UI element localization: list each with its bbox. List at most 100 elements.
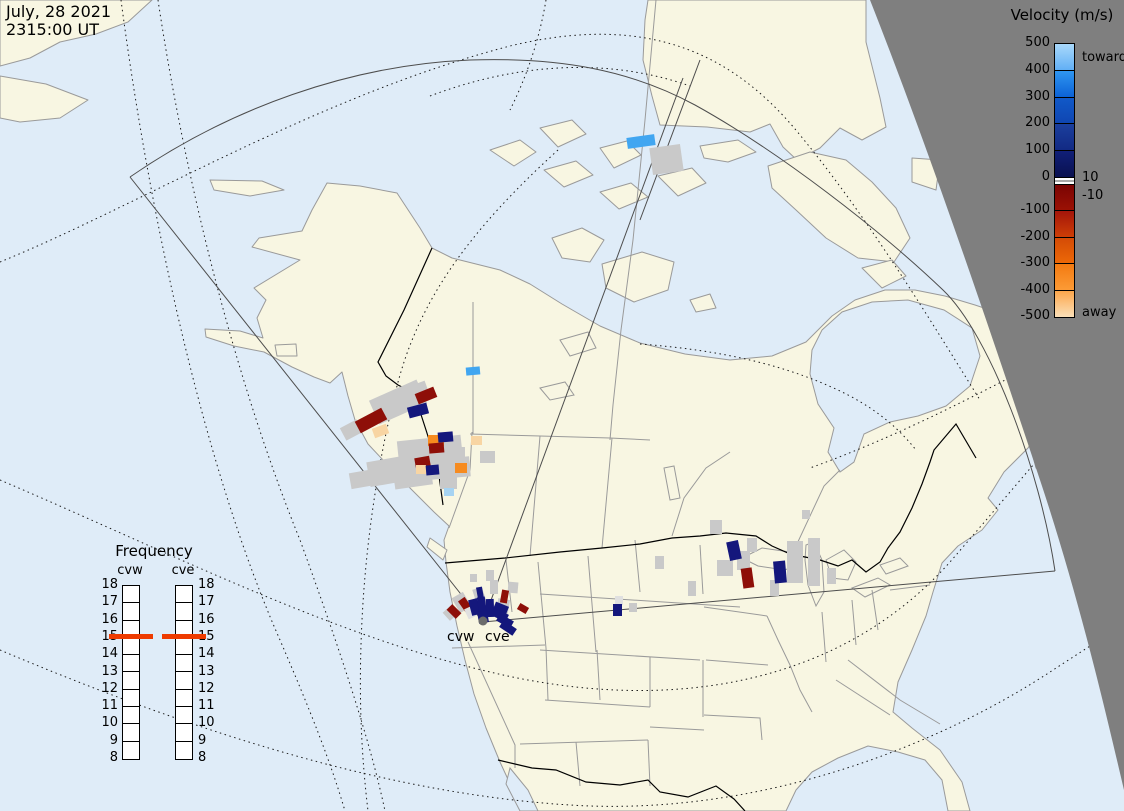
frequency-marker-cve <box>162 634 206 640</box>
data-cell <box>465 366 481 376</box>
data-cell <box>740 567 755 589</box>
data-cell <box>629 603 637 612</box>
land-devon-island <box>699 139 757 163</box>
frequency-segment <box>176 586 192 604</box>
velocity-color-segment <box>1055 97 1074 125</box>
velocity-tick-label: 500 <box>1025 35 1050 50</box>
data-cell <box>688 581 696 596</box>
frequency-tick-label: 12 <box>101 680 118 696</box>
frequency-segment <box>123 603 139 621</box>
lake-ontario <box>879 557 909 575</box>
data-cell <box>429 456 471 480</box>
great-slave-lake <box>539 381 575 401</box>
freq-col-label-cve: cve <box>171 563 195 578</box>
frequency-tick-label: 13 <box>101 663 118 679</box>
data-cell <box>414 386 438 405</box>
frequency-segment <box>123 724 139 742</box>
frequency-segment <box>176 741 192 759</box>
land-kodiak <box>274 343 298 357</box>
great-bear-lake <box>559 331 597 357</box>
data-cell <box>493 601 509 615</box>
state-province-borders <box>448 0 941 787</box>
land-southampton-island <box>861 259 907 289</box>
fov-mid-edge <box>482 77 684 623</box>
timestamp-time: 2315:00 UT <box>6 20 100 39</box>
data-cell <box>613 604 622 616</box>
frequency-segment <box>176 637 192 656</box>
frequency-segment <box>176 672 192 690</box>
away-label: away <box>1082 305 1117 320</box>
frequency-tick-label: 14 <box>101 646 118 662</box>
frequency-tick-label: 9 <box>109 732 118 748</box>
data-cell <box>444 488 454 496</box>
frequency-tick-label: 12 <box>198 680 215 696</box>
velocity-color-segment <box>1055 264 1074 291</box>
data-cell <box>437 431 454 443</box>
data-cell <box>507 581 519 594</box>
lower-threshold-label: -10 <box>1082 188 1104 203</box>
fov-left-edge <box>129 176 484 623</box>
gulf-of-california <box>505 766 539 811</box>
data-cell <box>490 580 498 594</box>
land-baffin-island <box>767 151 911 263</box>
land-qe-island-2 <box>539 119 587 148</box>
data-cell <box>787 541 803 583</box>
land-qe-island-5 <box>599 182 649 210</box>
velocity-tick-label: -100 <box>1020 202 1050 218</box>
frequency-tick-label: 17 <box>198 594 215 610</box>
velocity-legend: Velocity (m/s) 500 400 300 200 100 0 -100 -200 -… <box>1000 6 1124 326</box>
frequency-tick-label: 16 <box>101 611 118 627</box>
velocity-data-cells <box>339 134 836 636</box>
frequency-tick-label: 14 <box>198 646 215 662</box>
data-cell <box>371 423 390 439</box>
radar-site-dot <box>478 616 488 626</box>
data-cell <box>455 463 467 473</box>
freq-col-label-cvw: cvw <box>117 563 143 578</box>
data-cell <box>471 436 482 445</box>
frequency-segment <box>123 741 139 759</box>
frequency-segment <box>123 637 139 656</box>
velocity-color-segment <box>1055 151 1074 178</box>
data-cell <box>476 586 484 600</box>
frequency-tick-label: 8 <box>109 750 118 765</box>
site-label-cvw: cvw <box>447 629 475 645</box>
timestamp-date: July, 28 2021 <box>6 2 112 21</box>
hudson-bay <box>809 299 981 473</box>
frequency-tick-label: 15 <box>198 628 215 644</box>
data-cell <box>428 442 445 454</box>
data-cell <box>470 574 477 582</box>
fov-outer-arc <box>129 59 1056 572</box>
data-cell <box>453 447 465 457</box>
data-cell <box>770 580 779 596</box>
data-cell <box>802 510 810 519</box>
frequency-tick-label: 17 <box>101 594 118 610</box>
data-cell <box>655 556 664 569</box>
frequency-segment <box>123 689 139 708</box>
data-cell <box>499 620 517 636</box>
velocity-color-segment <box>1055 184 1074 212</box>
frequency-segment <box>176 707 192 725</box>
data-cell <box>416 465 426 474</box>
velocity-legend-title: Velocity (m/s) <box>1010 6 1114 24</box>
data-cell <box>827 568 836 584</box>
frequency-segment <box>123 655 139 673</box>
data-cell <box>442 606 458 621</box>
data-cell <box>726 539 742 562</box>
frequency-tick-label: 18 <box>101 577 118 592</box>
inland-seas <box>505 299 981 811</box>
frequency-tick-label: 11 <box>101 698 118 714</box>
frequency-segment <box>176 724 192 742</box>
frequency-bar-cve <box>175 585 193 760</box>
frequency-marker-cvw <box>109 634 153 640</box>
data-cell <box>406 402 430 419</box>
velocity-tick-label: -400 <box>1020 281 1050 297</box>
frequency-tick-label: 11 <box>198 698 215 714</box>
frequency-tick-label: 8 <box>198 750 207 765</box>
data-cell <box>516 602 530 615</box>
lake-winnipeg <box>663 465 681 501</box>
velocity-tick-label: 300 <box>1025 88 1050 104</box>
frequency-tick-label: 9 <box>198 732 207 748</box>
frequency-legend: Frequency cvw cve 1818171716161515141413… <box>92 540 222 775</box>
site-label-cve: cve <box>485 629 510 645</box>
data-cell <box>773 560 787 584</box>
